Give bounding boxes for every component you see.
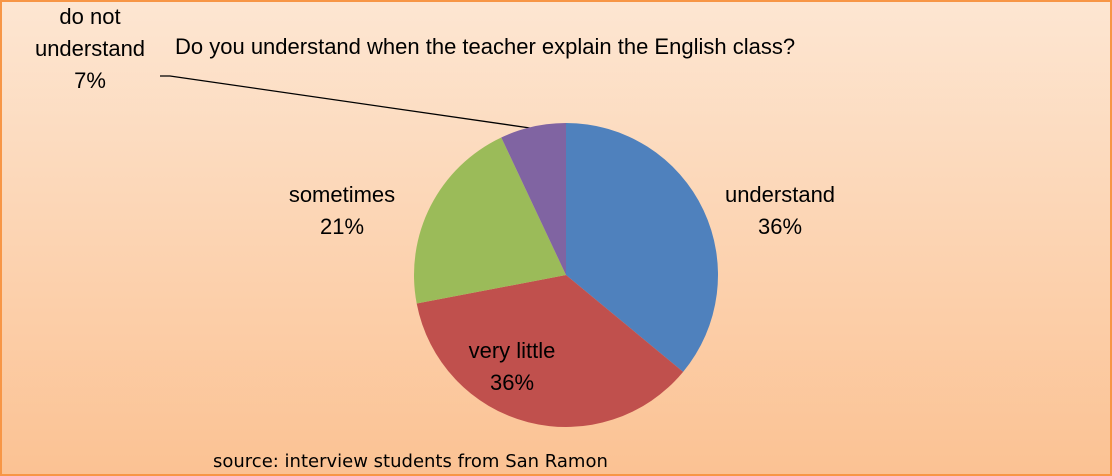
slice-label: do not understand 7%	[30, 1, 150, 97]
slice-category: do not understand	[34, 4, 146, 61]
slice-value: 36%	[489, 370, 535, 395]
slice-label: understand 36%	[680, 179, 880, 243]
pie-slice	[416, 275, 684, 428]
slice-value: 21%	[319, 214, 365, 239]
slice-label: very little 36%	[412, 335, 612, 399]
slice-category: very little	[468, 338, 556, 363]
pie-slice	[566, 123, 719, 372]
slice-value: 36%	[757, 214, 803, 239]
slice-label: sometimes 21%	[242, 179, 442, 243]
pie-slice	[414, 137, 566, 304]
pie-slice	[501, 123, 566, 275]
source-note: source: interview students from San Ramo…	[213, 451, 608, 472]
leader-line	[160, 75, 531, 129]
slice-category: sometimes	[288, 182, 396, 207]
slice-value: 7%	[74, 68, 106, 93]
slice-category: understand	[724, 182, 836, 207]
chart-title: Do you understand when the teacher expla…	[175, 34, 796, 59]
